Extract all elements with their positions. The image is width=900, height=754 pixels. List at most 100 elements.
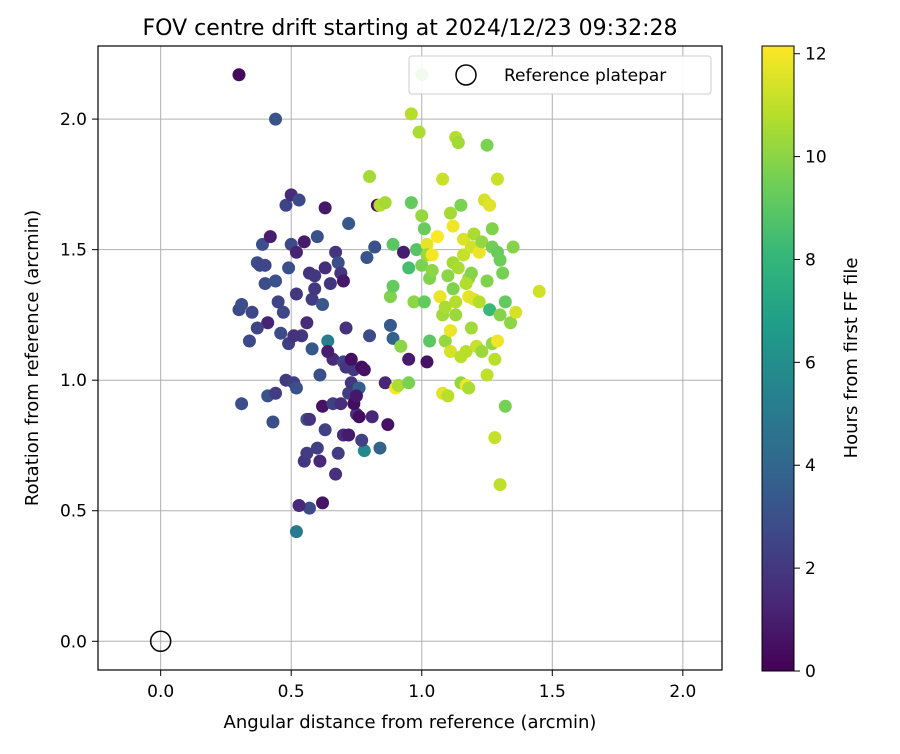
data-point (423, 334, 437, 348)
data-point (316, 297, 330, 311)
data-point (378, 196, 392, 210)
data-point (258, 277, 272, 291)
data-point (261, 316, 275, 330)
data-point (313, 454, 327, 468)
data-point (493, 478, 507, 492)
data-point (342, 428, 356, 442)
data-point (532, 284, 546, 298)
data-point (485, 222, 499, 236)
colorbar-tick-label: 10 (805, 148, 827, 168)
colorbar-tick-label: 2 (805, 559, 816, 579)
data-point (506, 240, 520, 254)
x-tick-label: 0.5 (278, 682, 305, 702)
data-point (232, 68, 246, 82)
data-point (454, 198, 468, 212)
data-point (498, 399, 512, 413)
data-point (355, 433, 369, 447)
data-point (433, 290, 447, 304)
data-point (451, 261, 465, 275)
data-point (318, 423, 332, 437)
data-point (263, 230, 277, 244)
data-point (289, 287, 303, 301)
data-point (438, 300, 452, 314)
x-axis-label: Angular distance from reference (arcmin) (224, 712, 597, 733)
colorbar-label: Hours from first FF file (841, 258, 862, 459)
data-point (488, 352, 502, 366)
data-point (336, 274, 350, 288)
data-point (300, 316, 314, 330)
data-point (404, 196, 418, 210)
data-point (305, 342, 319, 356)
data-point (368, 240, 382, 254)
data-point (462, 381, 476, 395)
data-point (480, 368, 494, 382)
data-point (483, 303, 497, 317)
data-point (438, 334, 452, 348)
plot-frame (97, 45, 723, 671)
data-point (402, 352, 416, 366)
data-point (329, 245, 343, 259)
data-point (480, 138, 494, 152)
data-point (443, 324, 457, 338)
data-point (373, 441, 387, 455)
data-point (269, 386, 283, 400)
data-point (464, 321, 478, 335)
colorbar-tick-label: 4 (805, 456, 816, 476)
data-point (321, 344, 335, 358)
data-point (349, 389, 363, 403)
data-point (250, 321, 264, 335)
data-point (412, 125, 426, 139)
data-point (274, 326, 288, 340)
x-tick-label: 1.5 (539, 682, 566, 702)
data-point (449, 308, 463, 322)
data-point (310, 230, 324, 244)
colorbar-tick-label: 6 (805, 353, 816, 373)
data-point (235, 297, 249, 311)
data-point (302, 501, 316, 515)
data-point (488, 431, 502, 445)
data-point (365, 410, 379, 424)
y-tick-label: 2.0 (60, 110, 87, 130)
data-point (425, 248, 439, 262)
data-point (386, 237, 400, 251)
data-point (475, 344, 489, 358)
data-point (383, 318, 397, 332)
data-point (339, 321, 353, 335)
data-point (490, 334, 504, 348)
data-point (297, 235, 311, 249)
data-point (292, 499, 306, 513)
data-point (269, 274, 283, 288)
y-axis-label: Rotation from reference (arcmin) (22, 210, 43, 506)
data-point (308, 282, 322, 296)
data-point (441, 389, 455, 403)
data-points (149, 68, 546, 653)
grid (98, 46, 722, 670)
data-point (245, 305, 259, 319)
data-point (357, 363, 371, 377)
data-point (357, 444, 371, 458)
data-point (381, 418, 395, 432)
data-point (451, 136, 465, 150)
data-point (292, 193, 306, 207)
colorbar-tick-label: 12 (805, 45, 827, 65)
data-point (302, 412, 316, 426)
y-tick-label: 0.0 (60, 632, 87, 652)
data-point (483, 198, 497, 212)
data-point (496, 266, 510, 280)
data-point (360, 250, 374, 264)
data-point (318, 201, 332, 215)
data-point (316, 399, 330, 413)
x-tick-label: 1.0 (408, 682, 435, 702)
data-point (415, 258, 429, 272)
y-tick-label: 1.0 (60, 371, 87, 391)
data-point (342, 217, 356, 231)
colorbar-gradient (761, 45, 795, 672)
data-point (269, 112, 283, 126)
data-point (475, 235, 489, 249)
data-point (282, 261, 296, 275)
data-point (443, 206, 457, 220)
data-point (334, 397, 348, 411)
data-point (459, 277, 473, 291)
data-point (289, 245, 303, 259)
